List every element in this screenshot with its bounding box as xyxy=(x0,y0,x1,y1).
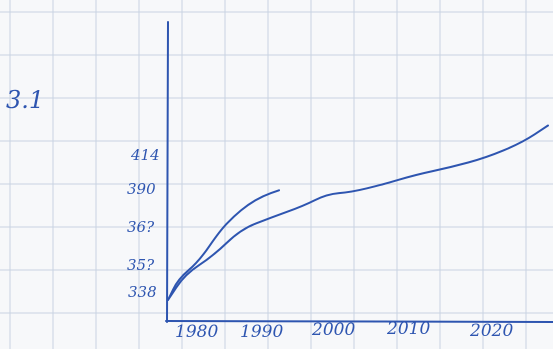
y-tick-label: 338 xyxy=(128,283,157,301)
y-tick-label: 414 xyxy=(130,146,160,164)
series-lines xyxy=(167,124,549,301)
y-tick-label: 390 xyxy=(127,180,156,198)
y-tick-label: 35? xyxy=(127,256,155,274)
x-tick-label: 2010 xyxy=(386,319,430,339)
x-tick-label: 2020 xyxy=(469,321,513,341)
series-line-1 xyxy=(167,189,280,301)
series-line-2 xyxy=(167,124,549,301)
x-axis xyxy=(165,320,553,323)
x-tick-label: 1980 xyxy=(175,322,218,342)
y-tick-label: 36? xyxy=(127,218,155,236)
exercise-label: 3.1 xyxy=(6,86,44,114)
x-tick-label: 2000 xyxy=(311,320,355,340)
tick-labels: 338 35? 36? 390 414 1980 1990 2000 2010 2020 xyxy=(127,146,513,342)
x-tick-label: 1990 xyxy=(240,322,283,342)
y-axis xyxy=(166,21,169,323)
